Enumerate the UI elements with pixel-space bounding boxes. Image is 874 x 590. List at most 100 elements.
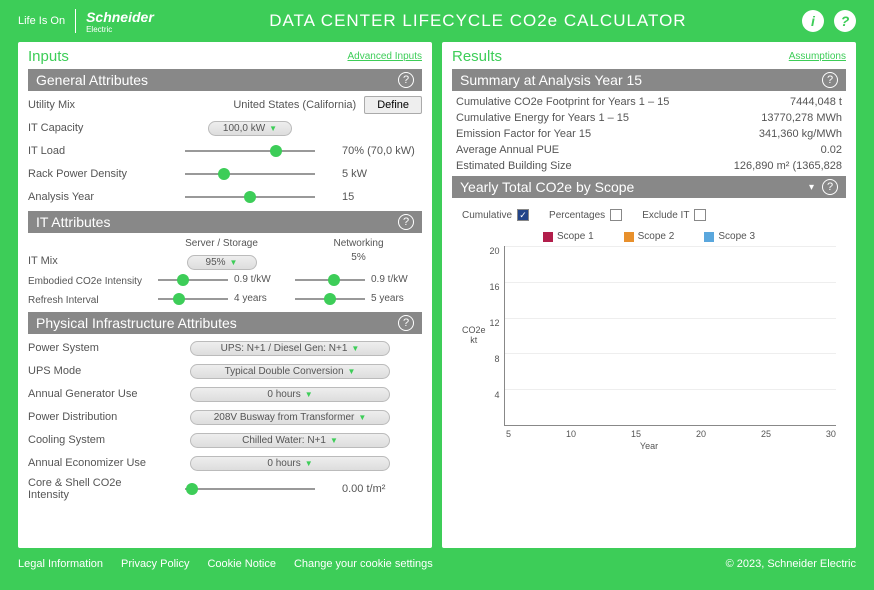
power_system-label: Power System (28, 342, 158, 354)
utility-mix-value: United States (California) (158, 99, 364, 111)
footer-link[interactable]: Cookie Notice (207, 558, 275, 570)
summary-label: Emission Factor for Year 15 (456, 128, 591, 140)
analysis-year-label: Analysis Year (28, 191, 158, 203)
summary-label: Estimated Building Size (456, 160, 572, 172)
brand: SchneiderElectric (86, 9, 154, 34)
logo-divider (75, 9, 76, 33)
cumulative-checkbox[interactable]: ✓ (517, 209, 529, 221)
embodied-slider-2[interactable] (295, 276, 365, 284)
refresh-slider-2[interactable] (295, 295, 365, 303)
inputs-title: Inputs (28, 48, 69, 65)
summary-value: 7444,048 t (790, 96, 842, 108)
rack-density-label: Rack Power Density (28, 168, 158, 180)
utility-mix-label: Utility Mix (28, 99, 158, 111)
help-icon[interactable]: ? (834, 10, 856, 32)
it-load-value: 70% (70,0 kW) (342, 145, 422, 157)
excludeit-label: Exclude IT (642, 210, 689, 221)
it-capacity-pill[interactable]: 100,0 kW▼ (208, 121, 292, 136)
general-heading: General Attributes (36, 72, 148, 88)
rack-density-slider[interactable] (185, 170, 315, 178)
summary-section-header: Summary at Analysis Year 15 ? (452, 69, 846, 91)
summary-label: Cumulative Energy for Years 1 – 15 (456, 112, 629, 124)
core-shell-label: Core & Shell CO2e Intensity (28, 477, 158, 501)
define-button[interactable]: Define (364, 96, 422, 114)
cooling-pill[interactable]: Chilled Water: N+1▼ (190, 433, 390, 448)
chart-section-header[interactable]: Yearly Total CO2e by Scope ▾ ? (452, 176, 846, 198)
embodied-label: Embodied CO2e Intensity (28, 276, 158, 287)
it-load-slider[interactable] (185, 147, 315, 155)
it-col2-head: Networking (295, 238, 422, 249)
legend-label: Scope 2 (638, 231, 675, 242)
phys-section-header: Physical Infrastructure Attributes ? (28, 312, 422, 334)
embodied-slider-1[interactable] (158, 276, 228, 284)
chart: CO2ekt 20161284 (452, 246, 846, 426)
it-mix-label: IT Mix (28, 255, 158, 267)
x-axis: 51015202530 (496, 429, 846, 439)
power_dist-pill[interactable]: 208V Busway from Transformer▼ (190, 410, 390, 425)
y-axis-label: CO2ekt (462, 326, 486, 346)
chart-help-icon[interactable]: ? (822, 179, 838, 195)
it-mix-server-pill[interactable]: 95%▼ (187, 255, 257, 270)
ups_mode-pill[interactable]: Typical Double Conversion▼ (190, 364, 390, 379)
info-icon[interactable]: i (802, 10, 824, 32)
phys-heading: Physical Infrastructure Attributes (36, 315, 237, 331)
legend-label: Scope 1 (557, 231, 594, 242)
tagline: Life Is On (18, 15, 65, 27)
core-shell-slider[interactable] (185, 485, 315, 493)
legend-swatch (624, 232, 634, 242)
results-title: Results (452, 48, 502, 65)
summary-value: 341,360 kg/MWh (759, 128, 842, 140)
general-help-icon[interactable]: ? (398, 72, 414, 88)
power_system-pill[interactable]: UPS: N+1 / Diesel Gen: N+1▼ (190, 341, 390, 356)
x-axis-label: Year (452, 441, 846, 451)
advanced-inputs-link[interactable]: Advanced Inputs (348, 51, 423, 62)
summary-heading: Summary at Analysis Year 15 (460, 72, 642, 88)
chart-checks: Cumulative ✓ Percentages Exclude IT (452, 203, 846, 227)
logo-area: Life Is On SchneiderElectric (18, 9, 154, 34)
excludeit-checkbox[interactable] (694, 209, 706, 221)
analysis-year-slider[interactable] (185, 193, 315, 201)
phys-help-icon[interactable]: ? (398, 315, 414, 331)
chart-legend: Scope 1 Scope 2 Scope 3 (452, 231, 846, 242)
copyright: © 2023, Schneider Electric (726, 558, 856, 570)
footer-link[interactable]: Privacy Policy (121, 558, 189, 570)
refresh-slider-1[interactable] (158, 295, 228, 303)
econ-label: Annual Economizer Use (28, 457, 158, 469)
it-col1-head: Server / Storage (158, 238, 285, 249)
assumptions-link[interactable]: Assumptions (789, 51, 846, 62)
summary-value: 126,890 m² (1365,828 (734, 160, 842, 172)
percentages-checkbox[interactable] (610, 209, 622, 221)
summary-help-icon[interactable]: ? (822, 72, 838, 88)
it-help-icon[interactable]: ? (398, 214, 414, 230)
econ-pill[interactable]: 0 hours▼ (190, 456, 390, 471)
core-shell-value: 0.00 t/m² (342, 483, 422, 495)
main: Inputs Advanced Inputs General Attribute… (0, 42, 874, 548)
general-section-header: General Attributes ? (28, 69, 422, 91)
gen_use-pill[interactable]: 0 hours▼ (190, 387, 390, 402)
summary-label: Average Annual PUE (456, 144, 559, 156)
cumulative-label: Cumulative (462, 210, 512, 221)
power_dist-label: Power Distribution (28, 411, 158, 423)
it-mix-net-value: 5% (295, 252, 422, 270)
footer-link[interactable]: Legal Information (18, 558, 103, 570)
rack-density-value: 5 kW (342, 168, 422, 180)
results-panel: Results Assumptions Summary at Analysis … (442, 42, 856, 548)
chart-heading: Yearly Total CO2e by Scope (460, 179, 634, 195)
inputs-panel: Inputs Advanced Inputs General Attribute… (18, 42, 432, 548)
header-icons: i ? (802, 10, 856, 32)
analysis-year-value: 15 (342, 191, 422, 203)
summary-value: 13770,278 MWh (761, 112, 842, 124)
page-title: DATA CENTER LIFECYCLE CO2e CALCULATOR (154, 11, 802, 31)
cooling-label: Cooling System (28, 434, 158, 446)
chart-area (504, 246, 836, 426)
refresh-label: Refresh Interval (28, 295, 158, 306)
it-capacity-label: IT Capacity (28, 122, 158, 134)
header: Life Is On SchneiderElectric DATA CENTER… (0, 0, 874, 42)
percentages-label: Percentages (549, 210, 605, 221)
legend-swatch (704, 232, 714, 242)
summary-value: 0.02 (821, 144, 842, 156)
footer-link[interactable]: Change your cookie settings (294, 558, 433, 570)
ups_mode-label: UPS Mode (28, 365, 158, 377)
legend-label: Scope 3 (718, 231, 755, 242)
footer: Legal Information Privacy Policy Cookie No… (0, 548, 874, 580)
